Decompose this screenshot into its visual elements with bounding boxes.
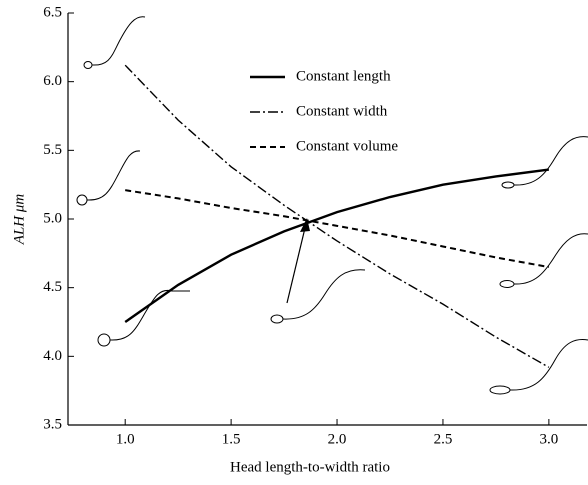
series-line bbox=[124, 168, 550, 323]
sperm-icons bbox=[76, 16, 588, 395]
x-axis-label: Head length-to-width ratio bbox=[230, 459, 390, 475]
x-tick-label: 1.0 bbox=[116, 431, 135, 447]
legend-label: Constant length bbox=[296, 68, 391, 84]
arrow bbox=[286, 218, 310, 304]
legend-label: Constant width bbox=[296, 103, 388, 119]
y-tick-label: 3.5 bbox=[43, 416, 62, 432]
y-tick-label: 5.5 bbox=[43, 142, 62, 158]
y-tick-label: 6.5 bbox=[43, 4, 62, 20]
series-line bbox=[125, 189, 550, 269]
x-tick-label: 3.0 bbox=[539, 431, 558, 447]
y-tick-label: 6.0 bbox=[43, 73, 62, 89]
y-axis-label: ALH μm bbox=[11, 194, 27, 246]
y-tick-label: 4.5 bbox=[43, 279, 62, 295]
x-tick-label: 2.0 bbox=[328, 431, 347, 447]
series-line bbox=[124, 64, 550, 368]
y-tick-label: 4.0 bbox=[43, 348, 62, 364]
legend-label: Constant volume bbox=[296, 138, 398, 154]
x-tick-label: 2.5 bbox=[434, 431, 453, 447]
x-tick-label: 1.5 bbox=[222, 431, 241, 447]
y-tick-label: 5.0 bbox=[43, 210, 62, 226]
